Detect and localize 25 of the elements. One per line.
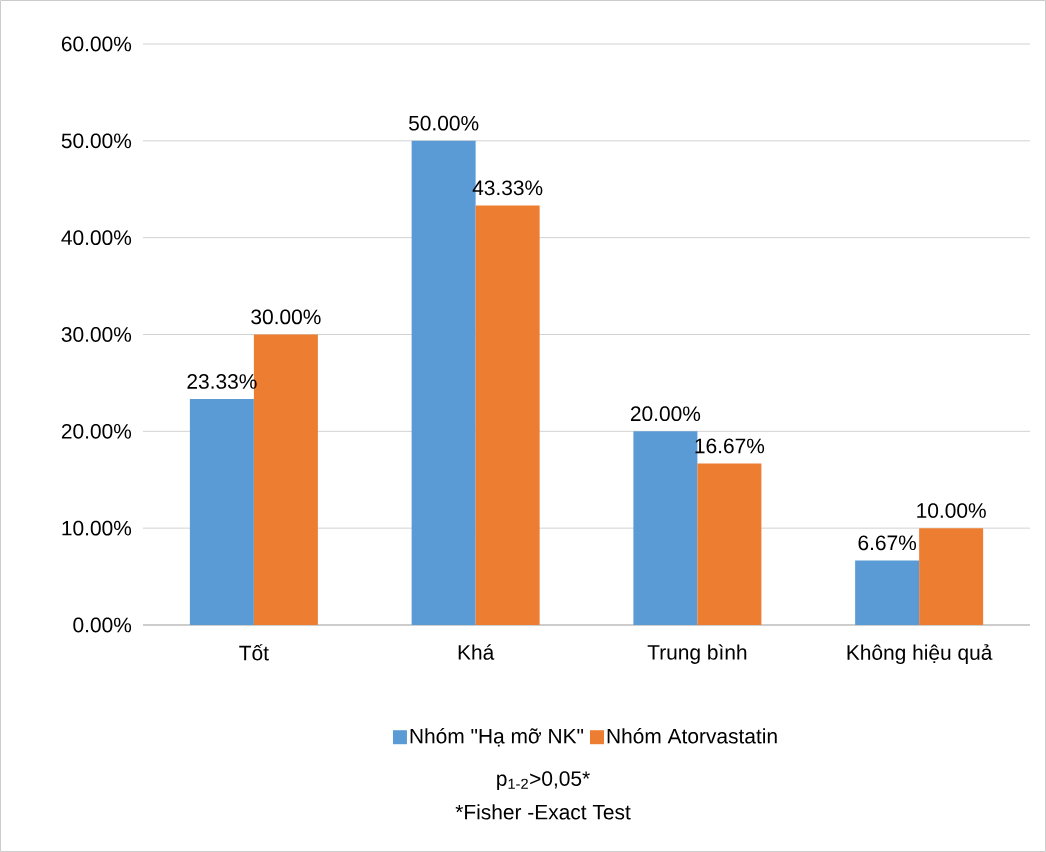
x-tick-label: Khá — [458, 644, 495, 660]
data-label: 20.00% — [630, 406, 701, 422]
text: p$_{1-2}$>0,05* — [497, 771, 590, 791]
y-tick-label: 10.00% — [62, 520, 132, 536]
bar — [919, 528, 984, 625]
y-tick-label: 0.00% — [73, 617, 132, 633]
x-tick-label: Không hiệu quả — [847, 644, 993, 665]
bar — [189, 399, 254, 625]
data-label: 50.00% — [409, 115, 479, 131]
y-tick-label: 60.00% — [61, 36, 132, 52]
x-tick-label: Trung bình — [647, 644, 747, 664]
data-label: 10.00% — [917, 503, 986, 518]
legend-label: Nhóm "Hạ mỡ NK" — [410, 727, 584, 747]
data-label: 30.00% — [251, 309, 321, 325]
x-tick-label: Tốt — [239, 644, 269, 661]
text: *Fisher -Exact Test — [455, 804, 631, 820]
bar — [697, 463, 762, 625]
legend-label: Nhóm Atorvastatin — [607, 727, 777, 744]
bar — [475, 205, 540, 625]
y-tick-label: 20.00% — [61, 423, 132, 439]
data-label: 6.67% — [858, 535, 917, 551]
y-tick-label: 30.00% — [61, 327, 132, 342]
bar — [855, 560, 920, 625]
y-tick-label: 40.00% — [61, 230, 132, 246]
y-tick-label: 50.00% — [61, 133, 132, 149]
